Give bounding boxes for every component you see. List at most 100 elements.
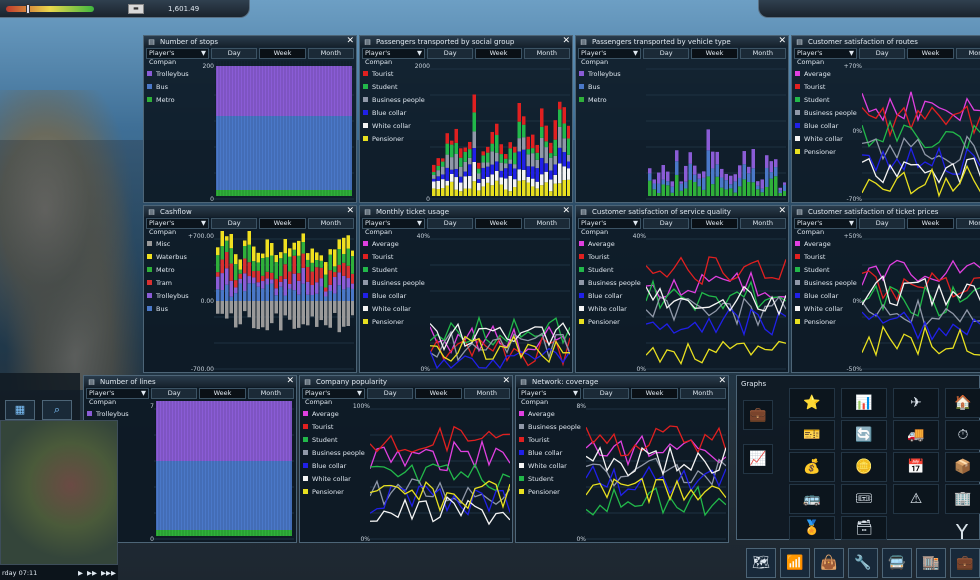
statistics-icon[interactable]: 📶: [780, 548, 810, 578]
graph-window-routes[interactable]: ▤ Customer satisfaction of routes ✕ Play…: [791, 35, 980, 203]
legend-item[interactable]: Average: [795, 237, 859, 250]
legend-item[interactable]: Metro: [147, 263, 211, 276]
map-zoom-button[interactable]: ⌕: [42, 400, 72, 420]
company-dropdown[interactable]: Player's Compan ▼: [362, 218, 425, 236]
tools-icon[interactable]: 🔧: [848, 548, 878, 578]
money-slider-knob[interactable]: [26, 3, 30, 14]
legend-item[interactable]: Tourist: [795, 80, 859, 93]
graph-accident-icon[interactable]: ⚠: [893, 484, 939, 514]
filter-day-button[interactable]: Day: [643, 218, 690, 229]
depots-icon[interactable]: 🏬: [916, 548, 946, 578]
legend-item[interactable]: Bus: [579, 80, 643, 93]
legend-item[interactable]: Student: [303, 433, 367, 446]
graph-window-service[interactable]: ▤ Customer satisfaction of service quali…: [575, 205, 789, 373]
close-icon[interactable]: ✕: [778, 206, 786, 216]
legend-item[interactable]: White collar: [363, 302, 427, 315]
legend-item[interactable]: White collar: [579, 302, 643, 315]
graph-boxes-icon[interactable]: 🗃: [841, 516, 887, 540]
legend-item[interactable]: White collar: [795, 302, 859, 315]
legend-item[interactable]: Tourist: [363, 67, 427, 80]
filter-week-button[interactable]: Week: [691, 48, 738, 59]
legend-item[interactable]: Pensioner: [363, 315, 427, 328]
filter-day-button[interactable]: Day: [151, 388, 198, 399]
legend-item[interactable]: Average: [795, 67, 859, 80]
filter-month-button[interactable]: Month: [307, 48, 354, 59]
filter-week-button[interactable]: Week: [907, 218, 954, 229]
legend-item[interactable]: Pensioner: [795, 145, 859, 158]
company-dropdown[interactable]: Player's Compan ▼: [794, 48, 857, 66]
graph-speed-icon[interactable]: ⏱: [945, 420, 980, 450]
legend-item[interactable]: Student: [363, 263, 427, 276]
legend-item[interactable]: Tourist: [519, 433, 583, 446]
legend-item[interactable]: Student: [795, 93, 859, 106]
legend-item[interactable]: Blue collar: [363, 106, 427, 119]
legend-item[interactable]: Blue collar: [363, 289, 427, 302]
filter-month-button[interactable]: Month: [523, 48, 570, 59]
close-icon[interactable]: ✕: [778, 36, 786, 46]
banknote-icon[interactable]: ▬: [128, 3, 144, 14]
window-titlebar[interactable]: ▤ Customer satisfaction of routes ✕: [792, 36, 980, 47]
company-dropdown[interactable]: Player's Compan ▼: [302, 388, 365, 406]
graph-chart-icon[interactable]: 📈: [743, 444, 773, 474]
close-icon[interactable]: ✕: [346, 36, 354, 46]
filter-day-button[interactable]: Day: [427, 218, 474, 229]
window-titlebar[interactable]: ▤ Number of stops ✕: [144, 36, 356, 47]
legend-item[interactable]: Student: [363, 80, 427, 93]
legend-item[interactable]: White collar: [303, 472, 367, 485]
legend-item[interactable]: Blue collar: [519, 446, 583, 459]
graph-window-popularity[interactable]: ▤ Company popularity ✕ Player's Compan ▼ …: [299, 375, 513, 543]
filter-week-button[interactable]: Week: [259, 218, 306, 229]
filter-day-button[interactable]: Day: [859, 218, 906, 229]
company-dropdown[interactable]: Player's Compan ▼: [362, 48, 425, 66]
finance-icon[interactable]: 👜: [814, 548, 844, 578]
filter-month-button[interactable]: Month: [463, 388, 510, 399]
legend-item[interactable]: Pensioner: [795, 315, 859, 328]
graph-cashflow-icon[interactable]: 📊: [841, 388, 887, 418]
window-titlebar[interactable]: ▤ Passengers transported by social group…: [360, 36, 572, 47]
close-icon[interactable]: ✕: [562, 206, 570, 216]
filter-week-button[interactable]: Week: [631, 388, 678, 399]
filter-week-button[interactable]: Week: [415, 388, 462, 399]
graph-bus-icon[interactable]: 🚌: [789, 484, 835, 514]
graph-stations-icon[interactable]: 🏠: [945, 388, 980, 418]
legend-item[interactable]: Tourist: [363, 250, 427, 263]
legend-item[interactable]: Business people: [519, 420, 583, 433]
legend-item[interactable]: Business people: [363, 93, 427, 106]
legend-item[interactable]: Business people: [579, 276, 643, 289]
close-icon[interactable]: ✕: [718, 376, 726, 386]
legend-item[interactable]: Metro: [147, 93, 211, 106]
graph-popularity-star-icon[interactable]: ⭐: [789, 388, 835, 418]
legend-item[interactable]: Business people: [795, 276, 859, 289]
filter-month-button[interactable]: Month: [739, 48, 786, 59]
graph-window-lines[interactable]: ▤ Number of lines ✕ Player's Compan ▼ Day…: [83, 375, 297, 543]
filter-month-button[interactable]: Month: [523, 218, 570, 229]
legend-item[interactable]: Tourist: [579, 250, 643, 263]
filter-day-button[interactable]: Day: [211, 218, 258, 229]
company-dropdown[interactable]: Player's Compan ▼: [146, 218, 209, 236]
filter-week-button[interactable]: Week: [475, 218, 522, 229]
legend-item[interactable]: Waterbus: [147, 250, 211, 263]
legend-item[interactable]: Trolleybus: [579, 67, 643, 80]
graph-depot-icon[interactable]: 🏢: [945, 484, 980, 514]
legend-item[interactable]: Business people: [795, 106, 859, 119]
filter-day-button[interactable]: Day: [859, 48, 906, 59]
legend-item[interactable]: Tram: [147, 276, 211, 289]
graph-cargo-icon[interactable]: 📦: [945, 452, 980, 482]
legend-item[interactable]: Blue collar: [303, 459, 367, 472]
filter-week-button[interactable]: Week: [907, 48, 954, 59]
filter-day-button[interactable]: Day: [367, 388, 414, 399]
vehicles-icon[interactable]: 🚍: [882, 548, 912, 578]
legend-item[interactable]: Blue collar: [795, 119, 859, 132]
legend-item[interactable]: Pensioner: [519, 485, 583, 498]
legend-item[interactable]: Tourist: [795, 250, 859, 263]
company-dropdown[interactable]: Player's Compan ▼: [578, 218, 641, 236]
company-dropdown[interactable]: Player's Compan ▼: [578, 48, 641, 66]
filter-month-button[interactable]: Month: [739, 218, 786, 229]
legend-item[interactable]: Blue collar: [579, 289, 643, 302]
graph-window-ticket[interactable]: ▤ Monthly ticket usage ✕ Player's Compan…: [359, 205, 573, 373]
graph-tickets-icon[interactable]: 🎟: [841, 484, 887, 514]
graph-money-icon[interactable]: 💰: [789, 452, 835, 482]
graph-vehicle-icon[interactable]: 🚚: [893, 420, 939, 450]
graph-window-prices[interactable]: ▤ Customer satisfaction of ticket prices…: [791, 205, 980, 373]
filter-month-button[interactable]: Month: [679, 388, 726, 399]
